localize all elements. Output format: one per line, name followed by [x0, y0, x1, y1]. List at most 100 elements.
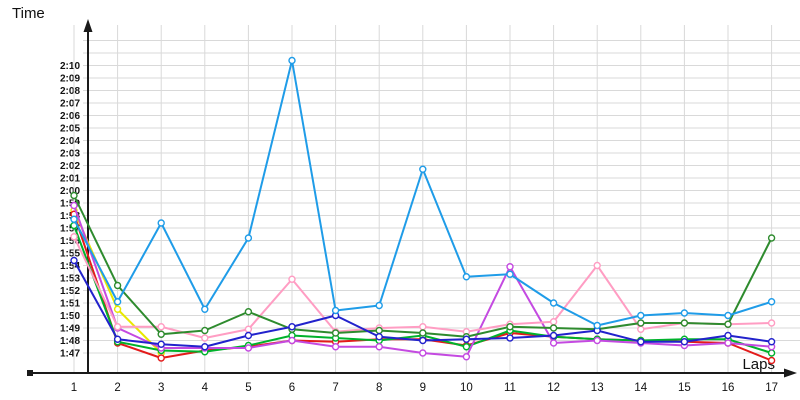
data-point-dark-green — [767, 234, 776, 242]
x-tick-label: 17 — [765, 382, 778, 394]
x-tick-label: 13 — [591, 382, 604, 394]
data-point-dark-green — [680, 319, 689, 327]
y-tick-label: 1:56 — [60, 236, 80, 247]
y-tick-label: 1:53 — [60, 274, 80, 285]
y-axis-title: Time — [12, 5, 45, 22]
data-point-blue — [288, 323, 296, 331]
data-point-dark-green — [331, 329, 340, 337]
y-tick-label: 1:55 — [60, 249, 80, 260]
data-point-red — [767, 356, 776, 365]
data-point-pink — [70, 233, 78, 241]
data-point-magenta — [375, 343, 383, 351]
data-point-sky-blue — [767, 298, 776, 306]
data-point-dark-green — [244, 308, 253, 316]
y-tick-label: 2:07 — [60, 99, 80, 110]
data-point-pink — [637, 325, 645, 333]
data-point-blue — [637, 338, 645, 346]
data-point-sky-blue — [637, 311, 645, 320]
x-tick-label: 9 — [420, 382, 426, 394]
data-point-sky-blue — [244, 234, 253, 242]
y-tick-label: 1:58 — [60, 211, 80, 222]
data-point-pink — [244, 325, 253, 333]
y-tick-label: 1:50 — [60, 311, 80, 322]
data-point-blue — [244, 331, 253, 340]
y-tick-label: 2:08 — [60, 86, 80, 97]
y-tick-label: 1:47 — [60, 349, 80, 360]
data-point-pink — [549, 318, 558, 326]
data-point-magenta — [331, 343, 340, 351]
data-point-magenta — [724, 339, 732, 347]
x-tick-label: 10 — [460, 382, 473, 394]
y-tick-label: 1:52 — [60, 286, 80, 297]
y-tick-label: 1:51 — [60, 299, 80, 310]
data-point-sky-blue — [680, 309, 689, 317]
data-point-sky-blue — [375, 301, 383, 310]
y-tick-label: 1:49 — [60, 324, 80, 335]
x-tick-label: 7 — [332, 382, 338, 394]
y-tick-label: 2:06 — [60, 111, 80, 122]
y-axis-arrow — [83, 19, 93, 32]
x-tick-label: 12 — [547, 382, 560, 394]
data-point-blue — [506, 334, 514, 342]
data-point-red — [157, 354, 165, 362]
data-point-blue — [462, 335, 471, 343]
data-point-pink — [157, 323, 165, 331]
data-point-sky-blue — [462, 273, 471, 281]
data-point-sky-blue — [419, 165, 427, 173]
data-point-sky-blue — [288, 56, 296, 65]
y-tick-label: 2:01 — [60, 174, 80, 185]
y-tick-label: 2:03 — [60, 149, 80, 160]
data-point-dark-green — [113, 281, 122, 290]
x-tick-label: 16 — [722, 382, 735, 394]
data-point-pink — [767, 319, 776, 327]
data-point-pink — [201, 334, 209, 342]
y-tick-label: 2:02 — [60, 161, 80, 172]
data-point-yellow — [113, 305, 122, 313]
data-point-sky-blue — [201, 305, 209, 313]
y-tick-label: 1:57 — [60, 224, 80, 235]
y-tick-label: 1:59 — [60, 199, 80, 210]
y-tick-label: 2:05 — [60, 124, 80, 135]
data-point-dark-green — [157, 330, 165, 338]
y-tick-label: 2:10 — [60, 61, 80, 72]
data-point-dark-green — [375, 326, 383, 335]
x-tick-label: 2 — [114, 382, 120, 394]
y-tick-label: 2:09 — [60, 74, 80, 85]
data-point-pink — [593, 261, 601, 270]
x-axis-end-cap — [27, 370, 33, 376]
x-tick-label: 11 — [504, 382, 516, 394]
x-tick-label: 8 — [376, 382, 382, 394]
x-tick-label: 3 — [158, 382, 164, 394]
data-point-dark-green — [724, 320, 732, 328]
data-point-blue — [724, 331, 732, 340]
data-point-sky-blue — [113, 298, 122, 306]
y-tick-label: 2:04 — [60, 136, 80, 147]
data-point-magenta — [593, 336, 601, 345]
x-tick-label: 6 — [289, 382, 295, 394]
data-point-magenta — [70, 201, 78, 210]
data-point-green — [462, 343, 471, 351]
data-point-pink — [113, 323, 122, 331]
data-point-magenta — [462, 353, 471, 361]
data-point-blue — [680, 338, 689, 346]
data-point-blue — [70, 256, 78, 265]
data-point-sky-blue — [70, 215, 78, 223]
data-point-magenta — [244, 344, 253, 352]
data-point-magenta — [419, 349, 427, 357]
data-point-pink — [419, 323, 427, 331]
data-point-sky-blue — [593, 321, 601, 330]
x-axis-title: Laps — [742, 356, 775, 373]
data-point-dark-green — [70, 191, 78, 200]
y-tick-label: 1:48 — [60, 336, 80, 347]
x-tick-label: 15 — [678, 382, 691, 394]
x-tick-label: 4 — [202, 382, 209, 394]
x-tick-label: 1 — [71, 382, 77, 394]
data-point-blue — [375, 333, 383, 341]
data-point-sky-blue — [157, 219, 165, 227]
data-point-sky-blue — [331, 306, 340, 315]
data-point-magenta — [288, 336, 296, 345]
data-point-dark-green — [201, 326, 209, 335]
data-point-magenta — [506, 263, 514, 271]
data-point-sky-blue — [506, 270, 514, 278]
